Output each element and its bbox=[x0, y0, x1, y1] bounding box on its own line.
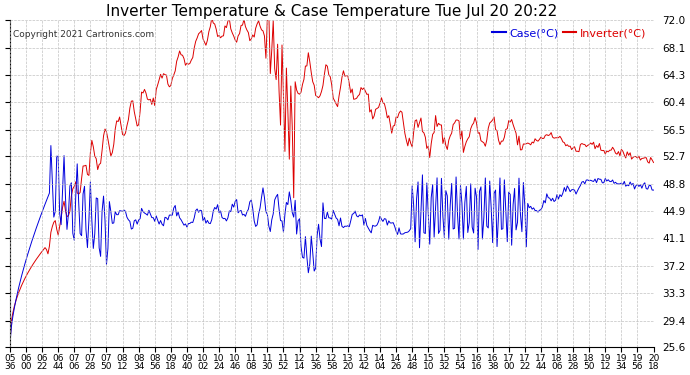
Text: Copyright 2021 Cartronics.com: Copyright 2021 Cartronics.com bbox=[13, 30, 155, 39]
Legend: Case(°C), Inverter(°C): Case(°C), Inverter(°C) bbox=[490, 26, 648, 40]
Title: Inverter Temperature & Case Temperature Tue Jul 20 20:22: Inverter Temperature & Case Temperature … bbox=[106, 4, 558, 19]
